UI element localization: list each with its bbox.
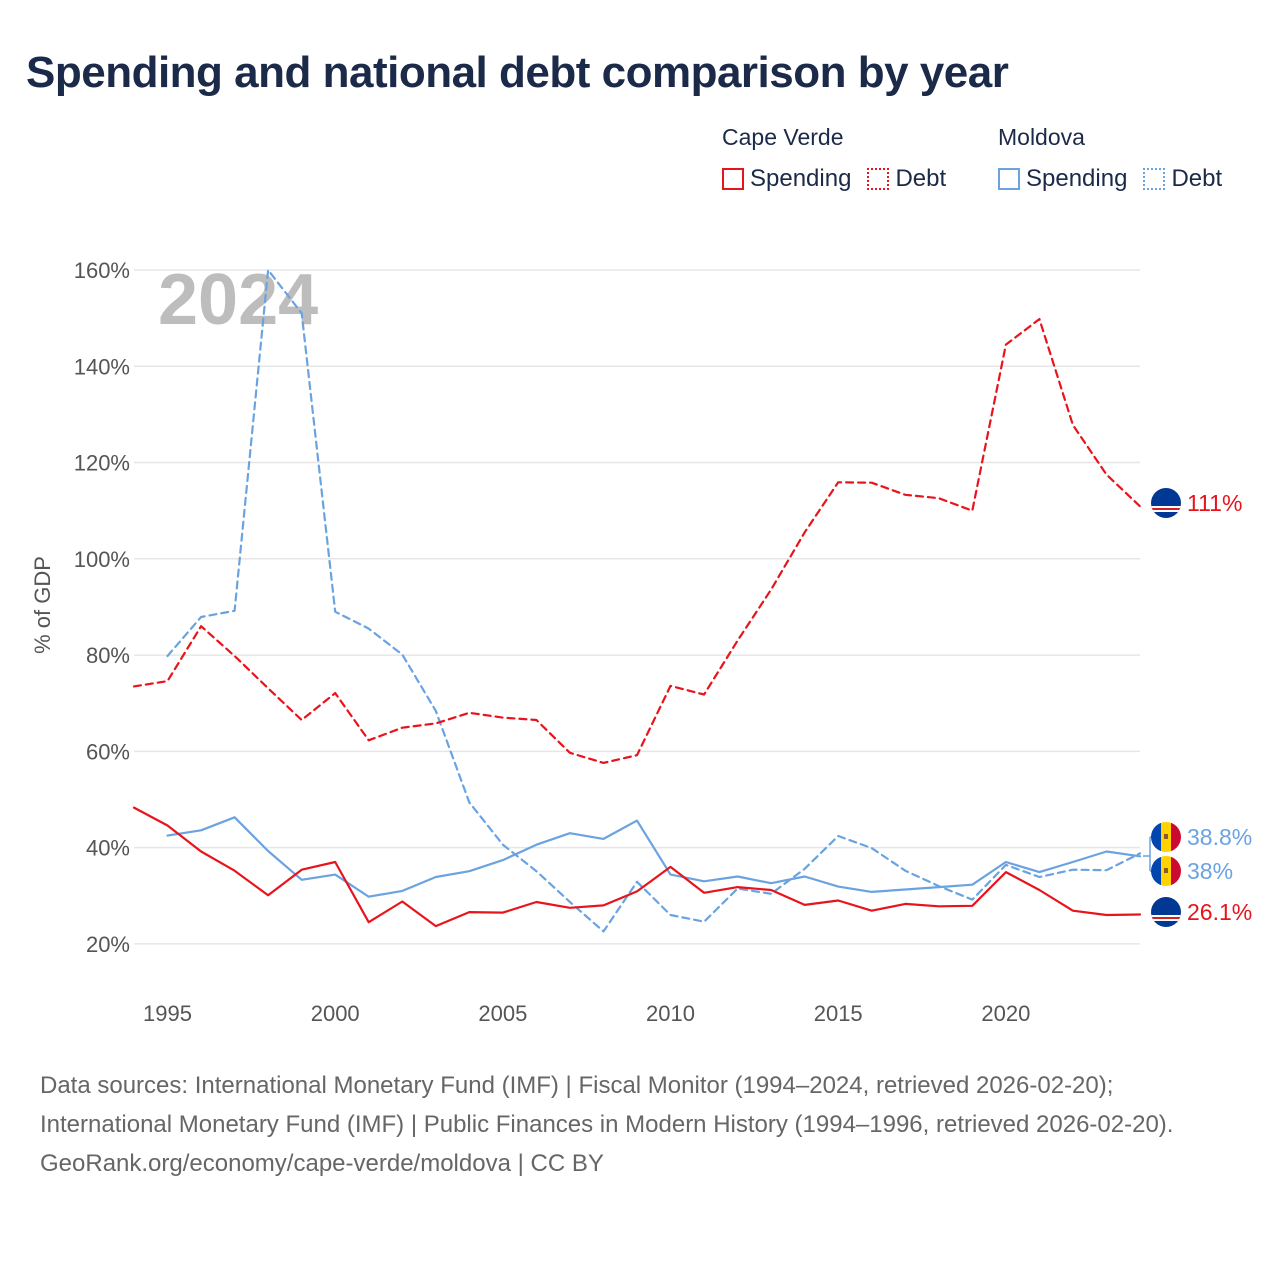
legend-label-moldova-spending: Spending [1026, 165, 1128, 192]
footer: Data sources: International Monetary Fun… [40, 1066, 1240, 1183]
y-tick-label: 140% [74, 354, 130, 379]
cape-verde-flag-icon [1151, 488, 1181, 518]
legend-label-moldova-debt: Debt [1171, 165, 1223, 192]
x-tick-label: 2010 [646, 1001, 695, 1026]
legend-swatch-cape-verde-spending [722, 168, 744, 190]
legend-moldova: Moldova Spending Debt [998, 124, 1238, 193]
y-tick-label: 60% [86, 739, 130, 764]
x-tick-label: 1995 [143, 1001, 192, 1026]
cape-verde-flag-icon [1151, 897, 1181, 927]
legend-item-cape-verde-spending[interactable]: Spending [722, 165, 851, 193]
end-label-moldova-spending: 38% [1187, 858, 1233, 884]
year-watermark: 2024 [158, 260, 318, 340]
y-tick-label: 100% [74, 547, 130, 572]
x-tick-label: 2000 [311, 1001, 360, 1026]
series-line-cape-verde-spending[interactable] [132, 806, 1142, 928]
line-chart: 20% 40% 60% 80% 100% 120% 140% 160% 1995 2000 200… [30, 258, 1252, 1026]
y-tick-label: 120% [74, 451, 130, 476]
legend-moldova-title: Moldova [998, 124, 1085, 150]
x-tick-label: 2005 [478, 1001, 527, 1026]
end-label-cape-verde-spending: 26.1% [1187, 899, 1252, 925]
x-tick-label: 2020 [981, 1001, 1030, 1026]
legend-item-cape-verde-debt[interactable]: Debt [867, 165, 946, 193]
source-credit-link[interactable]: GeoRank.org/economy/cape-verde/moldova |… [40, 1150, 604, 1177]
end-label-moldova-debt: 38.8% [1187, 824, 1252, 850]
series-line-cape-verde-debt[interactable] [132, 318, 1142, 765]
x-tick-label: 2015 [814, 1001, 863, 1026]
y-tick-label: 40% [86, 836, 130, 861]
legend-label-cape-verde-spending: Spending [750, 165, 852, 192]
legend-label-cape-verde-debt: Debt [895, 165, 947, 192]
series-line-moldova-spending[interactable] [166, 816, 1142, 898]
y-axis-label: % of GDP [30, 556, 55, 654]
y-tick-label: 160% [74, 258, 130, 283]
moldova-flag-icon [1151, 822, 1181, 852]
y-tick-label: 20% [86, 932, 130, 957]
legend-swatch-cape-verde-debt [867, 168, 890, 190]
y-tick-label: 80% [86, 643, 130, 668]
legend-cape-verde-title: Cape Verde [722, 124, 844, 150]
moldova-flag-icon [1151, 856, 1181, 886]
legend-cape-verde: Cape Verde Spending Debt [722, 124, 962, 193]
data-sources: Data sources: International Monetary Fun… [40, 1072, 1174, 1138]
end-label-cape-verde-debt: 111% [1187, 490, 1242, 516]
chart-title: Spending and national debt comparison by… [26, 48, 1009, 97]
legend-item-moldova-debt[interactable]: Debt [1143, 165, 1222, 193]
legend-swatch-moldova-spending [998, 168, 1020, 190]
moldova-label-bracket [1143, 836, 1156, 872]
legend-swatch-moldova-debt [1143, 168, 1166, 190]
legend-item-moldova-spending[interactable]: Spending [998, 165, 1127, 193]
series-line-moldova-debt[interactable] [166, 268, 1142, 933]
